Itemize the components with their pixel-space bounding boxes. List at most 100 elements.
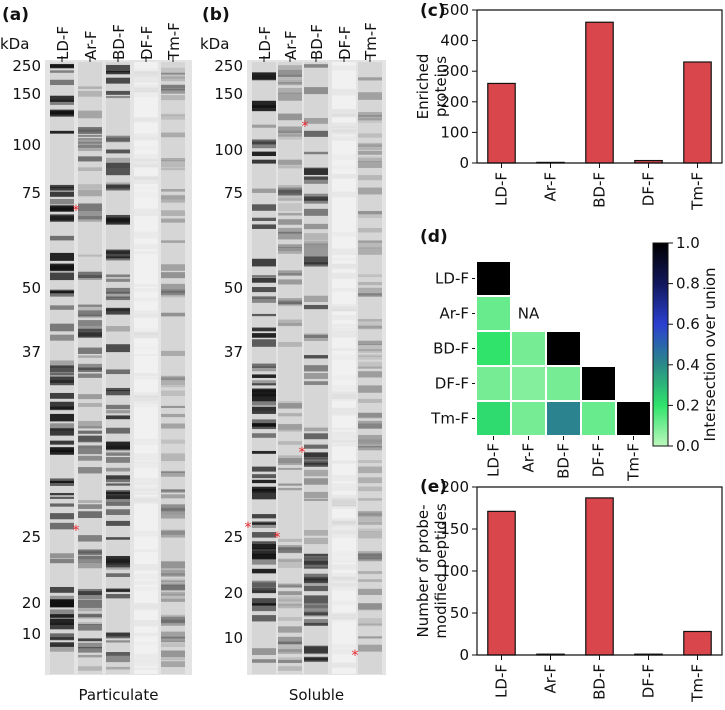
lane bbox=[78, 62, 102, 674]
band bbox=[278, 189, 302, 196]
band bbox=[252, 557, 276, 565]
band bbox=[304, 208, 328, 216]
band bbox=[304, 193, 328, 201]
marker-label: 10 bbox=[22, 625, 41, 643]
band bbox=[78, 467, 102, 474]
heatmap-cell bbox=[580, 400, 617, 437]
band bbox=[78, 666, 102, 671]
band bbox=[50, 191, 74, 197]
band bbox=[106, 256, 130, 259]
band bbox=[161, 631, 185, 639]
band bbox=[278, 413, 302, 417]
band bbox=[304, 130, 328, 137]
band bbox=[106, 467, 130, 472]
band bbox=[78, 156, 102, 162]
band bbox=[332, 561, 356, 563]
heatmap-cell bbox=[545, 400, 582, 437]
band bbox=[358, 623, 382, 627]
band bbox=[106, 308, 130, 312]
band bbox=[304, 256, 328, 265]
band bbox=[252, 124, 276, 128]
band bbox=[304, 557, 328, 566]
band bbox=[332, 617, 356, 619]
band bbox=[332, 109, 356, 116]
band bbox=[134, 284, 158, 287]
marker-label: 100 bbox=[12, 136, 41, 154]
band bbox=[304, 243, 328, 249]
band bbox=[161, 290, 185, 293]
band bbox=[278, 636, 302, 645]
band bbox=[358, 161, 382, 168]
band bbox=[134, 461, 158, 469]
band bbox=[134, 581, 158, 585]
band bbox=[134, 68, 158, 74]
band bbox=[252, 204, 276, 211]
bar bbox=[487, 82, 516, 164]
band bbox=[278, 560, 302, 568]
marker-label: 75 bbox=[22, 184, 41, 202]
band bbox=[161, 598, 185, 602]
band bbox=[106, 594, 130, 599]
band bbox=[358, 398, 382, 403]
bar-panel: (c) Enriched proteins 0 100 200 300 400 500 LD-F A… bbox=[414, 1, 723, 211]
band bbox=[278, 185, 302, 193]
band bbox=[358, 553, 382, 557]
band bbox=[161, 580, 185, 583]
band bbox=[134, 244, 158, 249]
band bbox=[278, 227, 302, 234]
band bbox=[106, 573, 130, 577]
band bbox=[304, 223, 328, 230]
band bbox=[278, 323, 302, 326]
band bbox=[252, 363, 276, 368]
band bbox=[252, 390, 276, 393]
band bbox=[252, 383, 276, 386]
band bbox=[106, 520, 130, 526]
band bbox=[50, 252, 74, 261]
band bbox=[106, 451, 130, 455]
band bbox=[304, 478, 328, 485]
band bbox=[278, 134, 302, 140]
band bbox=[161, 67, 185, 74]
x-tick-label: LD-F bbox=[493, 172, 511, 206]
band bbox=[161, 530, 185, 538]
lane-label: DF-F bbox=[336, 26, 354, 60]
band bbox=[358, 156, 382, 163]
band bbox=[78, 591, 102, 595]
band bbox=[358, 144, 382, 147]
band bbox=[78, 435, 102, 443]
band bbox=[161, 72, 185, 79]
colorbar-tick-label: 0.0 bbox=[676, 437, 700, 455]
x-tick-label: BD-F bbox=[591, 172, 609, 208]
band bbox=[161, 390, 185, 396]
band bbox=[304, 612, 328, 616]
band bbox=[161, 160, 185, 168]
band bbox=[278, 455, 302, 464]
bar bbox=[683, 61, 712, 164]
band bbox=[252, 380, 276, 386]
na-label: NA bbox=[518, 305, 540, 323]
band bbox=[304, 199, 328, 204]
band bbox=[106, 566, 130, 570]
band bbox=[106, 415, 130, 420]
band bbox=[332, 441, 356, 447]
band bbox=[278, 585, 302, 588]
band bbox=[134, 354, 158, 356]
band bbox=[50, 214, 74, 222]
band bbox=[50, 440, 74, 445]
band bbox=[106, 404, 130, 410]
y-tick-label: 200 bbox=[440, 93, 469, 111]
band bbox=[252, 217, 276, 222]
band bbox=[332, 272, 356, 279]
band bbox=[304, 645, 328, 653]
band bbox=[278, 300, 302, 305]
marker-label: 75 bbox=[224, 184, 243, 202]
band bbox=[50, 492, 74, 496]
band bbox=[106, 410, 130, 414]
band bbox=[78, 445, 102, 449]
band bbox=[78, 328, 102, 337]
y-tick-label: 150 bbox=[440, 520, 469, 538]
asterisk: * bbox=[245, 520, 252, 536]
band bbox=[106, 135, 130, 142]
band bbox=[161, 514, 185, 519]
band bbox=[358, 412, 382, 417]
